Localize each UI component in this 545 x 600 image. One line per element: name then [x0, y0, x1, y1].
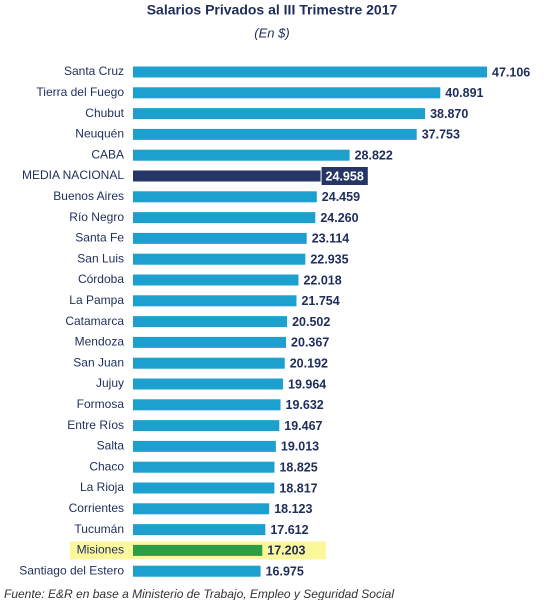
value-label: 20.367: [291, 336, 329, 350]
category-label: Buenos Aires: [53, 189, 124, 203]
category-label: MEDIA NACIONAL: [22, 168, 124, 182]
value-label: 37.753: [422, 128, 460, 142]
value-label: 24.958: [326, 169, 364, 183]
category-label: San Juan: [73, 355, 124, 369]
bar: [133, 399, 281, 411]
value-label: 23.114: [312, 232, 350, 246]
bar: [133, 565, 261, 577]
category-label: Tierra del Fuego: [36, 85, 124, 99]
bar: [133, 149, 350, 161]
category-label: Río Negro: [69, 210, 124, 224]
bar: [133, 274, 299, 286]
category-label: CABA: [91, 147, 124, 161]
bar: [133, 378, 284, 390]
value-label: 40.891: [445, 86, 483, 100]
category-label: Jujuy: [96, 376, 124, 390]
value-label: 20.502: [292, 315, 330, 329]
value-label: 19.632: [286, 398, 324, 412]
bar: [133, 191, 317, 203]
value-label: 19.013: [281, 440, 319, 454]
bar: [133, 253, 306, 265]
bar: [133, 87, 441, 99]
category-label: Neuquén: [75, 127, 124, 141]
value-label: 22.018: [303, 273, 341, 287]
bar: [133, 316, 288, 328]
bar: [133, 544, 263, 556]
category-label: Chubut: [85, 106, 124, 120]
category-label: Córdoba: [78, 272, 124, 286]
category-label: Santa Cruz: [64, 64, 124, 78]
category-label: La Rioja: [80, 480, 124, 494]
value-label: 17.612: [270, 523, 308, 537]
bar: [133, 128, 417, 140]
category-label: Catamarca: [65, 314, 124, 328]
value-label: 18.817: [279, 481, 317, 495]
bar: [133, 170, 321, 182]
category-label: Formosa: [77, 397, 125, 411]
bar: [133, 420, 280, 432]
value-label: 21.754: [301, 294, 339, 308]
value-label: 18.825: [279, 460, 317, 474]
bar: [133, 66, 487, 78]
category-label: Santiago del Estero: [19, 563, 124, 577]
value-label: 38.870: [430, 107, 468, 121]
bar: [133, 482, 275, 494]
category-label: Santa Fe: [75, 231, 124, 245]
bar: [133, 336, 287, 348]
bar: [133, 295, 297, 307]
value-label: 24.260: [320, 211, 358, 225]
source-note: Fuente: E&R en base a Ministerio de Trab…: [4, 587, 394, 600]
category-label: La Pampa: [69, 293, 124, 307]
value-label: 16.975: [266, 564, 304, 578]
value-label: 18.123: [274, 502, 312, 516]
bar: [133, 440, 276, 452]
value-label-box: [321, 167, 368, 185]
category-label: Mendoza: [75, 335, 125, 349]
bar: [133, 212, 316, 224]
bar: [133, 232, 307, 244]
category-label: Tucumán: [74, 522, 124, 536]
category-label: Salta: [97, 439, 125, 453]
bar: [133, 461, 275, 473]
chart-title: Salarios Privados al III Trimestre 2017: [147, 2, 398, 18]
value-label: 20.192: [290, 356, 328, 370]
bar: [133, 108, 426, 120]
value-label: 19.467: [284, 419, 322, 433]
bar: [133, 503, 270, 515]
bar: [133, 357, 285, 369]
chart-subtitle: (En $): [254, 25, 289, 40]
category-label: Corrientes: [69, 501, 124, 515]
category-label: San Luis: [77, 251, 124, 265]
category-label: Misiones: [77, 543, 124, 557]
value-label: 24.459: [322, 190, 360, 204]
value-label: 17.203: [267, 544, 305, 558]
bar: [133, 524, 266, 536]
category-label: Entre Ríos: [67, 418, 124, 432]
value-label: 47.106: [492, 65, 530, 79]
value-label: 19.964: [288, 377, 326, 391]
category-label: Chaco: [89, 459, 124, 473]
value-label: 28.822: [355, 148, 393, 162]
value-label: 22.935: [310, 252, 348, 266]
